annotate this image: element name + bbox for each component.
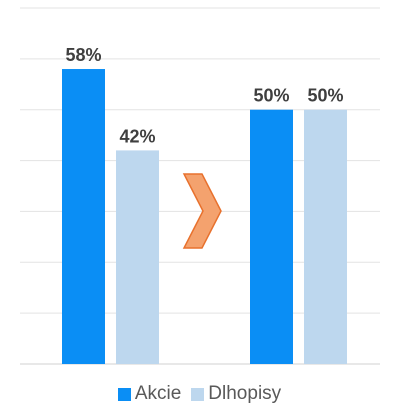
- bar-akcie-2: [250, 109, 293, 364]
- data-label-akcie-1: 58%: [65, 45, 101, 65]
- bar-dlhopisy-1: [116, 150, 159, 364]
- legend-item-akcie: Akcie: [117, 383, 182, 405]
- bars: [62, 69, 347, 365]
- legend: Akcie Dlhopisy: [0, 383, 399, 405]
- legend-label-akcie: Akcie: [134, 383, 182, 404]
- legend-label-dlhopisy: Dlhopisy: [208, 383, 282, 404]
- bar-akcie-1: [62, 69, 105, 365]
- data-label-dlhopisy-1: 42%: [119, 126, 155, 146]
- chevron-right-arrow-icon: [182, 173, 222, 249]
- data-label-dlhopisy-2: 50%: [307, 86, 343, 106]
- bar-dlhopisy-2: [304, 109, 347, 364]
- data-labels: 58% 42% 50% 50%: [65, 45, 343, 146]
- data-label-akcie-2: 50%: [253, 86, 289, 106]
- legend-swatch-akcie: [117, 387, 131, 401]
- legend-swatch-dlhopisy: [191, 387, 205, 401]
- legend-item-dlhopisy: Dlhopisy: [191, 383, 281, 405]
